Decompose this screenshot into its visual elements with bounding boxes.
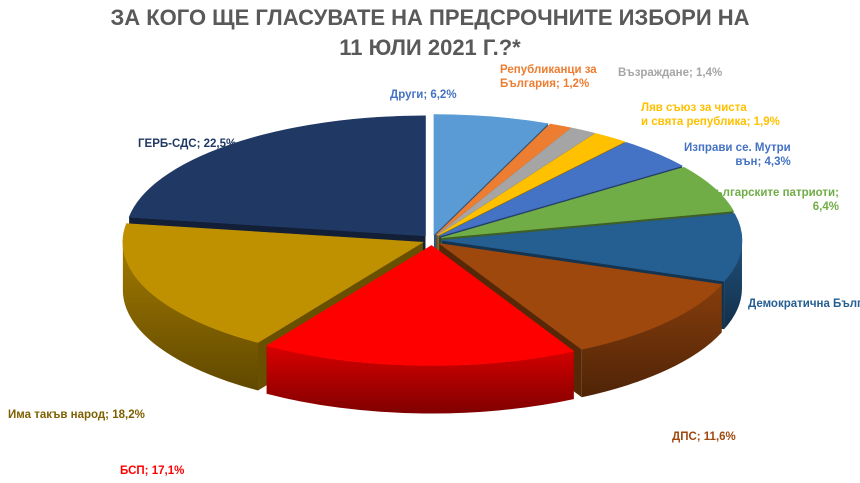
pie-slice-top-8 [265, 245, 575, 366]
pie-slice-top-0 [433, 114, 549, 236]
pie-slice-side-9 [122, 242, 259, 391]
data-label-5: Българските патриоти; 6,4% [706, 187, 839, 213]
pie-slice-top-10 [128, 115, 426, 237]
pie-slice-side-6 [724, 240, 742, 330]
data-label-6: Демократична България;9,1% [748, 298, 860, 310]
pie-slice-top-1 [435, 123, 572, 236]
data-label-4: Изправи се. Мутри вън; 4,3% [684, 142, 791, 168]
pie-slice-top-9 [122, 223, 424, 343]
pie-slice-top-2 [436, 127, 596, 236]
data-label-7: ДПС; 11,6% [672, 431, 736, 443]
pie-slice-top-5 [441, 166, 735, 239]
pie-slice-top-7 [439, 243, 723, 350]
pie-slice-top-3 [437, 133, 626, 236]
data-label-3: Ляв съюз за чиста и свята република; 1,9% [641, 102, 780, 128]
chart-title-line-1: ЗА КОГО ЩЕ ГЛАСУВАТЕ НА ПРЕДСРОЧНИТЕ ИЗБ… [110, 5, 750, 30]
data-label-9: Има такъв народ; 18,2% [8, 409, 145, 421]
data-label-10: ГЕРБ-СДС; 22,5% [138, 138, 237, 150]
chart-title-line-2: 11 ЮЛИ 2021 Г.?* [339, 35, 521, 60]
data-label-0: Други; 6,2% [390, 89, 457, 101]
pie-slice-side-7 [581, 284, 722, 398]
pie-slice-8 [265, 245, 575, 414]
pie-slice-top-6 [441, 213, 743, 282]
data-label-1: Републиканци за България; 1,2% [500, 64, 597, 90]
data-label-2: Възраждане; 1,4% [618, 67, 723, 79]
pie-slice-top-4 [439, 142, 683, 237]
data-label-8: БСП; 17,1% [120, 465, 185, 477]
